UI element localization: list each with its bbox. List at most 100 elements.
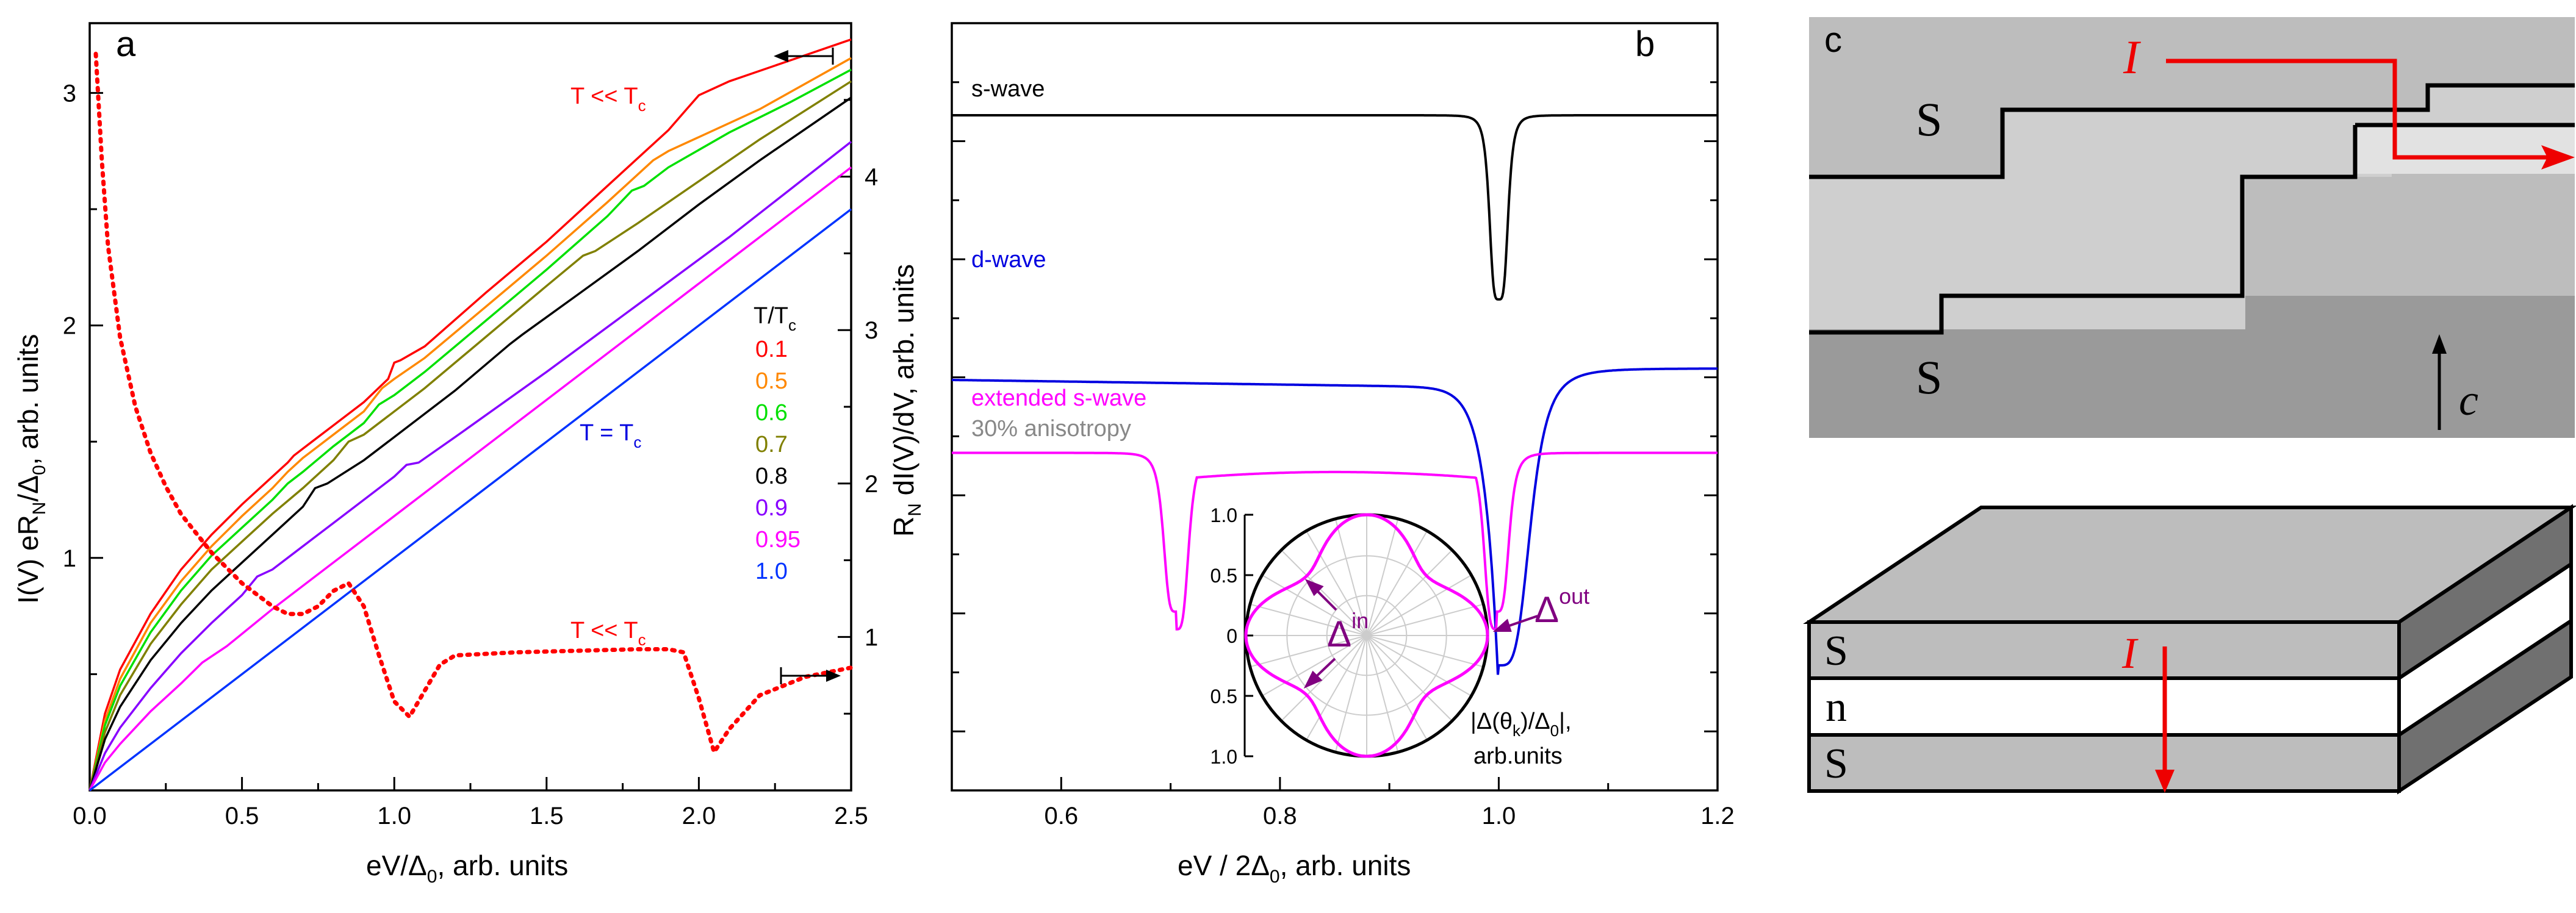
series-line-T0.7 xyxy=(88,80,852,791)
a-ytick-left-label: 3 xyxy=(63,80,76,107)
block-current-arrow-head xyxy=(2155,770,2175,793)
block-label-S-bottom: S xyxy=(1824,740,1848,787)
inset-grid-ring xyxy=(1326,595,1408,676)
legend-entry-0.95: 0.95 xyxy=(755,527,801,553)
panel-a: 0.0 0.5 1.0 1.5 2.0 2.5 1 2 3 1 2 3 4 a T << Tc T = … xyxy=(12,22,925,887)
series-line-T1.0 xyxy=(88,208,852,792)
inset-quantity: |Δ(θk)/Δ0|, xyxy=(1470,709,1572,740)
inset-rtick-label: 0 xyxy=(1226,625,1237,647)
a-ytick-right-label: 4 xyxy=(865,164,878,191)
legend-entry-0.6: 0.6 xyxy=(755,400,788,426)
a-xtick-label: 1.0 xyxy=(377,803,411,829)
arrow-left-icon xyxy=(774,48,834,65)
annotation-tc: T = Tc xyxy=(580,420,641,451)
a-xtick-label: 0.5 xyxy=(225,803,259,829)
inset-grid-spoke xyxy=(1250,603,1484,668)
annotation-top: T << Tc xyxy=(570,84,646,115)
label-d-wave: d-wave xyxy=(971,247,1046,273)
block-label-S-top: S xyxy=(1824,628,1848,675)
b-series-d-wave xyxy=(952,367,1718,675)
inset-rtick-label: 1.0 xyxy=(1211,504,1237,526)
a-ytick-right-label: 2 xyxy=(865,471,878,498)
block-label-n: n xyxy=(1826,684,1847,731)
annotation-bottom: T << Tc xyxy=(570,618,646,649)
arrow-right-icon xyxy=(780,667,841,684)
a-ytick-left-label: 2 xyxy=(63,313,76,340)
legend-entry-1.0: 1.0 xyxy=(755,559,788,584)
current-path xyxy=(2166,59,2550,160)
panel-b-label: b xyxy=(1635,24,1655,64)
bottom-layer-fill xyxy=(1809,329,2575,438)
sandwich-block: S n S I xyxy=(1803,504,2576,795)
inset-arrows xyxy=(1303,579,1538,689)
arrow-in-up-head xyxy=(1304,579,1324,596)
inset-grid-ring xyxy=(1286,555,1447,716)
panel-a-label: a xyxy=(116,24,136,64)
arrow-out-head xyxy=(1492,618,1512,632)
legend: T/Tc 0.1 0.5 0.6 0.7 0.8 0.9 0.95 1.0 xyxy=(754,303,801,584)
a-xtick-label: 0.0 xyxy=(73,803,107,829)
panel-b: 0.6 0.8 1.0 1.2 b s-wave d-wave extended s-… xyxy=(951,22,1735,887)
panel-a-ticks: 0.0 0.5 1.0 1.5 2.0 2.5 1 2 3 1 2 3 4 xyxy=(63,80,879,829)
inset-gap-curve xyxy=(1244,513,1489,758)
panel-c-label: c xyxy=(1824,20,1842,60)
legend-entry-0.9: 0.9 xyxy=(755,495,788,521)
label-extended-s-wave: extended s-wave xyxy=(971,385,1146,411)
a-ytick-right-label: 1 xyxy=(865,624,878,651)
panel-b-frame xyxy=(951,22,1719,792)
inset-radial-axis: 1.0 0.5 0 0.5 1.0 xyxy=(1211,504,1253,768)
c-axis-label: c xyxy=(2459,376,2478,424)
panel-a-ylabel-left: I(V) eRN/Δ0, arb. units xyxy=(12,334,49,604)
panel-a-dotted-curve xyxy=(93,51,854,757)
series-line-T0.9 xyxy=(88,141,852,791)
panel-a-frame xyxy=(88,22,852,792)
c-axis-arrow-head xyxy=(2432,334,2447,354)
legend-entry-0.8: 0.8 xyxy=(755,464,788,489)
label-anisotropy: 30% anisotropy xyxy=(971,416,1131,442)
current-label: I xyxy=(2123,30,2142,84)
inset-units: arb.units xyxy=(1473,743,1563,769)
b-series-extended-s-wave xyxy=(952,451,1718,631)
a-xtick-label: 1.5 xyxy=(530,803,564,829)
a-ytick-left-label: 1 xyxy=(63,545,76,572)
series-line-T0.1 xyxy=(88,38,852,791)
series-line-T0.8 xyxy=(88,96,852,791)
series-line-T0.6 xyxy=(88,68,852,791)
panel-c: c S S I c xyxy=(1809,17,2575,438)
panel-a-series xyxy=(88,38,852,792)
series-line-T0.95 xyxy=(88,166,852,791)
inset-rtick-label: 1.0 xyxy=(1211,746,1237,768)
side-S-bottom xyxy=(2397,617,2573,795)
panel-a-ylabel-right: RN dI(V)/dV, arb. units xyxy=(888,264,925,537)
b-xtick-label: 0.8 xyxy=(1263,803,1297,829)
legend-title: T/Tc xyxy=(754,303,796,334)
current-arrow-icon xyxy=(2541,145,2575,170)
a-ytick-right-label: 3 xyxy=(865,317,878,344)
polar-inset: 1.0 0.5 0 0.5 1.0 Δin Δout |Δ(θk)/Δ0|, arb.u… xyxy=(1211,504,1590,769)
dotted-conductance-line xyxy=(93,51,854,757)
layer-n xyxy=(1807,676,2401,737)
b-xtick-label: 0.6 xyxy=(1044,803,1078,829)
series-line-T0.5 xyxy=(88,57,852,791)
legend-entry-0.1: 0.1 xyxy=(755,337,788,362)
layer-S-bottom xyxy=(1807,733,2401,793)
legend-entry-0.7: 0.7 xyxy=(755,432,788,457)
legend-entry-0.5: 0.5 xyxy=(755,368,788,394)
b-xtick-label: 1.0 xyxy=(1482,803,1516,829)
light-region xyxy=(2355,125,2575,174)
block-current-label: I xyxy=(2121,629,2139,678)
b-series-s-wave xyxy=(952,114,1718,301)
panel-a-xlabel: eV/Δ0, arb. units xyxy=(366,850,568,887)
delta-in-label: Δin xyxy=(1327,608,1369,654)
b-xtick-label: 1.2 xyxy=(1700,803,1735,829)
panel-b-series xyxy=(952,114,1718,675)
inset-rtick-label: 0.5 xyxy=(1211,686,1237,707)
panel-b-xlabel: eV / 2Δ0, arb. units xyxy=(1178,850,1411,887)
inset-rtick-label: 0.5 xyxy=(1211,565,1237,587)
inset-grid xyxy=(1246,515,1488,756)
layer-S-top xyxy=(1807,620,2401,680)
a-xtick-label: 2.0 xyxy=(682,803,716,829)
label-s-wave: s-wave xyxy=(971,76,1045,102)
a-xtick-label: 2.5 xyxy=(834,803,868,829)
